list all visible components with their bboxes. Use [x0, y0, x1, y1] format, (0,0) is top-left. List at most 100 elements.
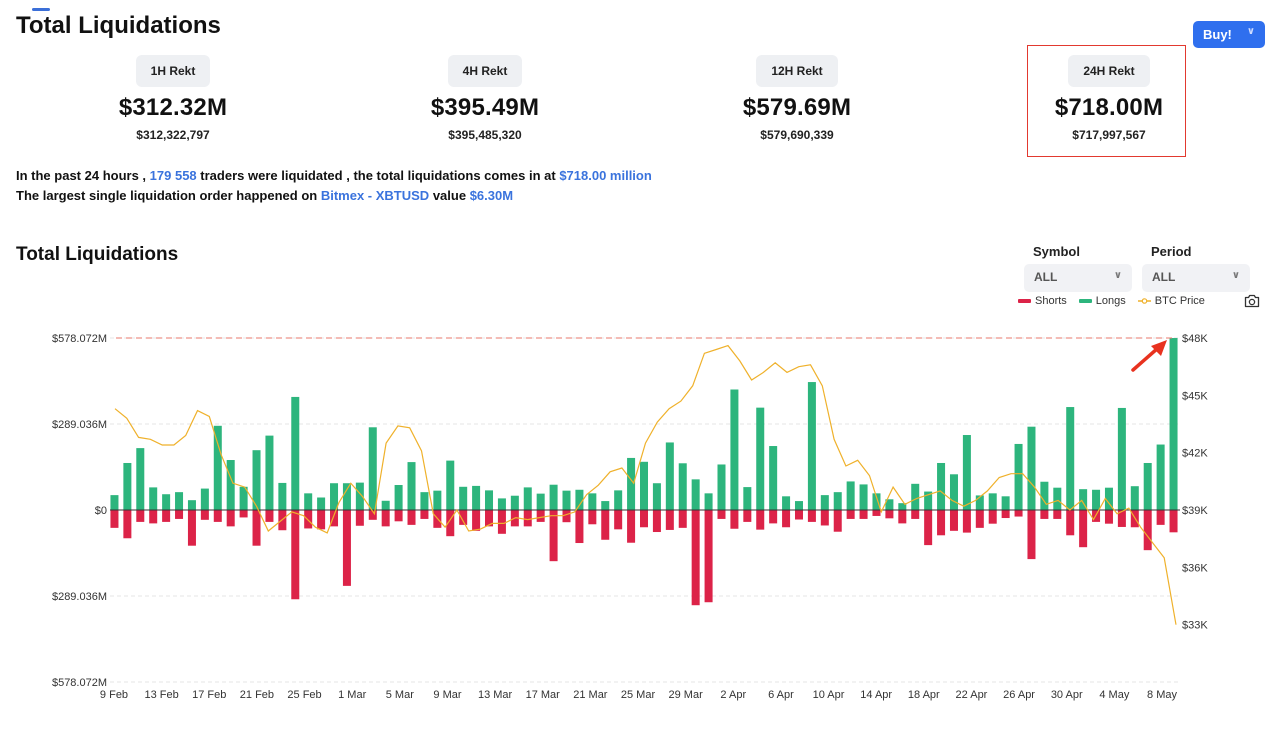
y-left-tick-label: $289.036M [52, 591, 107, 603]
longs-bar [601, 501, 610, 510]
longs-bar [549, 484, 558, 510]
annotation-arrow-head [1151, 340, 1167, 356]
shorts-bar [265, 510, 274, 522]
shorts-bar [962, 510, 971, 533]
longs-bar [1092, 489, 1101, 510]
longs-bar [123, 462, 132, 510]
stat-period-label: 12H Rekt [756, 55, 838, 87]
longs-bar [627, 457, 636, 510]
shorts-bar [187, 510, 196, 546]
x-tick-label: 21 Mar [573, 689, 608, 701]
summary-text-part: traders were liquidated , the total liqu… [200, 168, 556, 183]
shorts-bar [807, 510, 816, 522]
exchange-link[interactable]: Bitmex - XBTUSD [320, 188, 430, 203]
longs-bar [265, 435, 274, 510]
y-right-tick-label: $42K [1182, 448, 1208, 460]
shorts-bar [627, 510, 636, 543]
shorts-bar [162, 510, 171, 522]
longs-bar [342, 483, 351, 510]
longs-bar [187, 500, 196, 510]
shorts-bar [1053, 510, 1062, 519]
longs-bar [678, 463, 687, 510]
longs-bar [885, 499, 894, 510]
longs-bar [1001, 496, 1010, 510]
x-tick-label: 30 Apr [1051, 689, 1083, 701]
chevron-down-icon: ∨ [1246, 26, 1255, 37]
stat-highlight-box [1027, 45, 1186, 157]
longs-bar [639, 461, 649, 510]
longs-bar [588, 493, 597, 510]
summary-text-part: The largest single liquidation order hap… [16, 188, 318, 203]
longs-bar [252, 450, 261, 510]
shorts-bar [213, 510, 222, 522]
shorts-bar [885, 510, 894, 519]
stat-12h: 12H Rekt $579.69M $579,690,339 [697, 55, 897, 142]
longs-bar [394, 485, 403, 510]
longs-bar [1104, 487, 1113, 510]
x-tick-label: 14 Apr [860, 689, 892, 701]
shorts-bar [317, 510, 326, 530]
longs-bar [175, 492, 184, 510]
shorts-bar [846, 510, 855, 519]
top-tab-indicator [32, 8, 50, 11]
x-tick-label: 22 Apr [956, 689, 988, 701]
page-title: Total Liquidations [16, 12, 221, 39]
y-right-tick-label: $48K [1182, 333, 1208, 345]
shorts-bar [1014, 510, 1023, 517]
longs-bar [1169, 338, 1178, 510]
traders-count: 179 558 [149, 168, 197, 183]
legend-btc-label: BTC Price [1154, 295, 1205, 307]
y-left-tick-label: $578.072M [52, 333, 107, 345]
legend-longs[interactable]: Longs [1078, 295, 1126, 307]
shorts-bar [769, 510, 778, 524]
legend-shorts[interactable]: Shorts [1018, 295, 1067, 307]
shorts-bar [988, 510, 997, 524]
longs-bar [226, 460, 235, 510]
x-tick-label: 9 Feb [100, 689, 128, 701]
legend-btc-swatch [1137, 298, 1151, 304]
shorts-bar [485, 510, 494, 527]
shorts-bar [1143, 510, 1152, 551]
shorts-bar [536, 510, 545, 522]
shorts-bar [549, 510, 558, 562]
stat-1h: 1H Rekt $312.32M $312,322,797 [73, 55, 273, 142]
shorts-bar [226, 510, 235, 527]
stat-full-value: $312,322,797 [136, 128, 210, 142]
shorts-bar [304, 510, 313, 529]
shorts-bar [446, 510, 455, 537]
x-tick-label: 18 Apr [908, 689, 940, 701]
longs-bar [200, 488, 209, 510]
period-select[interactable]: ALL ∨ [1142, 264, 1250, 292]
legend-btc-price[interactable]: BTC Price [1137, 295, 1205, 307]
longs-bar [1027, 426, 1036, 510]
buy-button-label: Buy! [1203, 27, 1232, 42]
camera-icon[interactable] [1244, 294, 1260, 308]
longs-bar [304, 493, 313, 510]
shorts-bar [678, 510, 687, 528]
symbol-label: Symbol [1033, 244, 1080, 259]
longs-bar [1079, 489, 1088, 510]
stat-full-value: $395,485,320 [448, 128, 522, 142]
longs-bar [239, 486, 248, 510]
x-tick-label: 17 Mar [526, 689, 561, 701]
longs-bar [743, 487, 752, 510]
longs-bar [523, 487, 532, 510]
legend-longs-label: Longs [1095, 295, 1126, 307]
shorts-bar [149, 510, 158, 524]
shorts-bar [1001, 510, 1010, 519]
shorts-bar [691, 510, 700, 606]
x-tick-label: 13 Mar [478, 689, 513, 701]
longs-bar [833, 492, 842, 510]
shorts-bar [342, 510, 351, 586]
x-tick-label: 26 Apr [1003, 689, 1035, 701]
x-tick-label: 25 Feb [287, 689, 321, 701]
shorts-bar [459, 510, 468, 525]
longs-bar [433, 490, 442, 510]
shorts-bar [833, 510, 842, 532]
longs-bar [949, 474, 958, 510]
symbol-select[interactable]: ALL ∨ [1024, 264, 1132, 292]
shorts-bar [1040, 510, 1049, 519]
buy-button[interactable]: Buy! ∨ [1193, 21, 1265, 48]
chevron-down-icon: ∨ [1231, 270, 1240, 281]
shorts-bar [756, 510, 765, 530]
